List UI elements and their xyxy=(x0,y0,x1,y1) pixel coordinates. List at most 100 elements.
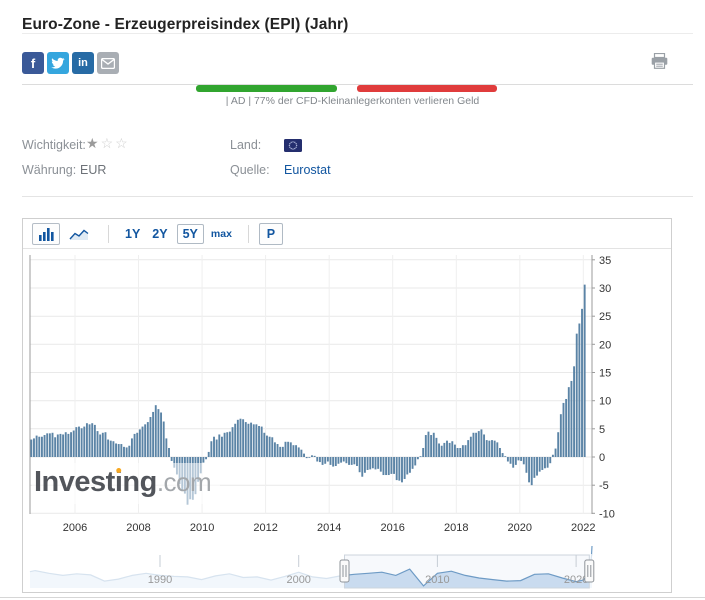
ppi-bar xyxy=(528,457,531,483)
ppi-bar xyxy=(279,446,282,457)
ppi-bar xyxy=(567,387,570,457)
ppi-bar xyxy=(244,422,247,457)
ppi-bar xyxy=(226,432,229,457)
ppi-bar xyxy=(128,445,131,457)
ppi-bar xyxy=(514,457,517,465)
ppi-bar xyxy=(268,436,271,457)
ppi-bar xyxy=(408,457,411,473)
main-chart[interactable]: -10 -5 0 5 10 15 20 25 30 35 2006 2008 2010 2012 2014 2… xyxy=(23,250,671,592)
ppi-bar xyxy=(361,457,364,477)
ad-bar-red[interactable] xyxy=(357,85,497,92)
ad-bar-green[interactable] xyxy=(196,85,337,92)
ppi-bar xyxy=(424,435,427,457)
star-empty-icon: ☆ xyxy=(115,135,130,151)
range-1y-button[interactable]: 1Y xyxy=(125,226,141,241)
ppi-bar xyxy=(149,417,152,457)
facebook-share-button[interactable]: f xyxy=(22,52,44,74)
ppi-bar xyxy=(472,432,475,457)
svg-text:2008: 2008 xyxy=(126,522,150,534)
svg-text:25: 25 xyxy=(599,311,611,323)
navigator-left-handle[interactable] xyxy=(339,559,350,583)
ppi-bar xyxy=(446,440,448,457)
ppi-bar xyxy=(488,440,491,457)
ppi-bar xyxy=(40,436,43,457)
country-label: Land: xyxy=(230,138,262,152)
ppi-bar xyxy=(154,405,157,457)
importance-label: Wichtigkeit: xyxy=(22,138,86,152)
line-chart-type-button[interactable] xyxy=(65,223,93,245)
ppi-bar xyxy=(432,432,435,457)
navigator-selection[interactable] xyxy=(344,554,590,589)
ppi-bar xyxy=(202,457,205,463)
y-axis-labels: -10 -5 0 5 10 15 20 25 30 35 xyxy=(592,255,615,520)
ppi-bar xyxy=(300,449,303,457)
ppi-bar xyxy=(554,448,557,457)
svg-text:20: 20 xyxy=(599,339,611,351)
ppi-bar xyxy=(207,451,210,457)
p-button[interactable]: P xyxy=(258,222,283,245)
toolbar-separator xyxy=(108,224,109,243)
ppi-bar xyxy=(557,432,560,457)
navigator-year-label: 1990 xyxy=(148,574,172,586)
range-2y-button[interactable]: 2Y xyxy=(152,226,168,241)
ppi-bar xyxy=(334,457,337,467)
svg-text:10: 10 xyxy=(599,396,611,408)
svg-text:0: 0 xyxy=(599,452,605,464)
bar-chart-type-button[interactable] xyxy=(32,222,60,245)
ppi-bar xyxy=(491,440,493,457)
line-chart-icon xyxy=(69,229,89,240)
range-5y-button[interactable]: 5Y xyxy=(176,223,204,244)
source-link[interactable]: Eurostat xyxy=(284,163,331,177)
ppi-bar xyxy=(509,457,512,464)
ppi-bar xyxy=(75,427,78,457)
ppi-bar xyxy=(292,445,295,457)
ppi-bar xyxy=(273,442,276,457)
svg-text:15: 15 xyxy=(599,368,611,380)
svg-text:-10: -10 xyxy=(599,508,615,520)
ppi-bar xyxy=(146,422,149,457)
ppi-bar xyxy=(551,454,554,457)
ppi-bar xyxy=(443,442,446,457)
ppi-bar xyxy=(382,457,385,476)
watermark-tld: .com xyxy=(156,467,212,497)
ppi-bar xyxy=(242,419,245,457)
divider xyxy=(22,33,693,34)
ppi-bar xyxy=(250,422,253,457)
ppi-bar xyxy=(266,435,268,457)
svg-text:2012: 2012 xyxy=(253,522,277,534)
ppi-bar xyxy=(517,457,520,461)
svg-text:2018: 2018 xyxy=(444,522,468,534)
star-empty-icon: ☆ xyxy=(100,135,116,151)
source-label: Quelle: xyxy=(230,163,270,177)
ppi-bar xyxy=(342,457,345,462)
x-axis-labels: 2006 2008 2010 2012 2014 2016 2018 2020 2022 xyxy=(63,522,596,534)
ppi-bar xyxy=(496,442,499,457)
ppi-bar xyxy=(377,457,380,469)
ppi-bar xyxy=(499,447,501,457)
ppi-bar xyxy=(213,436,215,457)
navigator[interactable]: 1990 2000 2010 2020 xyxy=(29,545,595,591)
ppi-bar xyxy=(390,457,393,474)
ppi-bar xyxy=(93,424,96,457)
ppi-bar xyxy=(371,457,374,469)
ppi-bar xyxy=(99,434,102,457)
email-share-button[interactable] xyxy=(97,52,119,74)
print-button[interactable] xyxy=(651,52,668,74)
ppi-bar xyxy=(395,457,398,481)
ppi-bar xyxy=(271,437,274,457)
ppi-bar xyxy=(48,433,51,457)
ppi-bar xyxy=(210,441,213,457)
linkedin-share-button[interactable]: in xyxy=(72,52,94,74)
ppi-bar xyxy=(221,436,223,457)
ppi-bar xyxy=(308,457,311,458)
navigator-right-handle[interactable] xyxy=(584,559,595,583)
ppi-bar xyxy=(467,440,470,457)
ppi-bar xyxy=(385,457,388,476)
ppi-bar xyxy=(276,444,279,457)
range-max-button[interactable]: max xyxy=(210,227,232,240)
ppi-bar xyxy=(430,435,433,457)
ppi-bar xyxy=(562,402,565,457)
watermark-brand: Investing xyxy=(34,466,157,498)
ppi-bar xyxy=(549,457,552,464)
twitter-share-button[interactable] xyxy=(47,52,69,74)
